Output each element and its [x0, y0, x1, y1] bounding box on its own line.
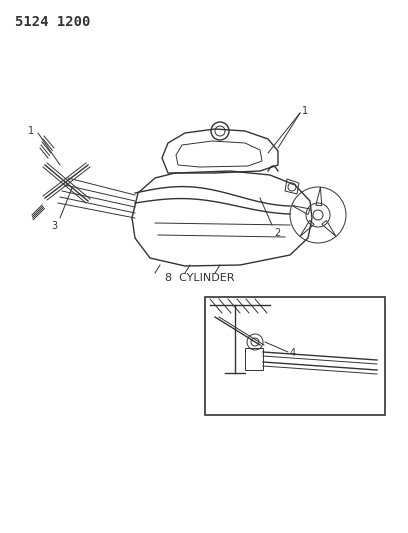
Text: 3: 3	[51, 221, 57, 231]
Text: 1: 1	[302, 106, 308, 116]
Text: 4: 4	[290, 348, 296, 358]
Bar	[205, 297, 385, 415]
Text: 2: 2	[274, 228, 280, 238]
Bar	[245, 348, 263, 370]
Text: 5124 1200: 5124 1200	[15, 15, 91, 29]
Text: 8  CYLINDER: 8 CYLINDER	[165, 273, 235, 283]
Text: 1: 1	[28, 126, 34, 136]
